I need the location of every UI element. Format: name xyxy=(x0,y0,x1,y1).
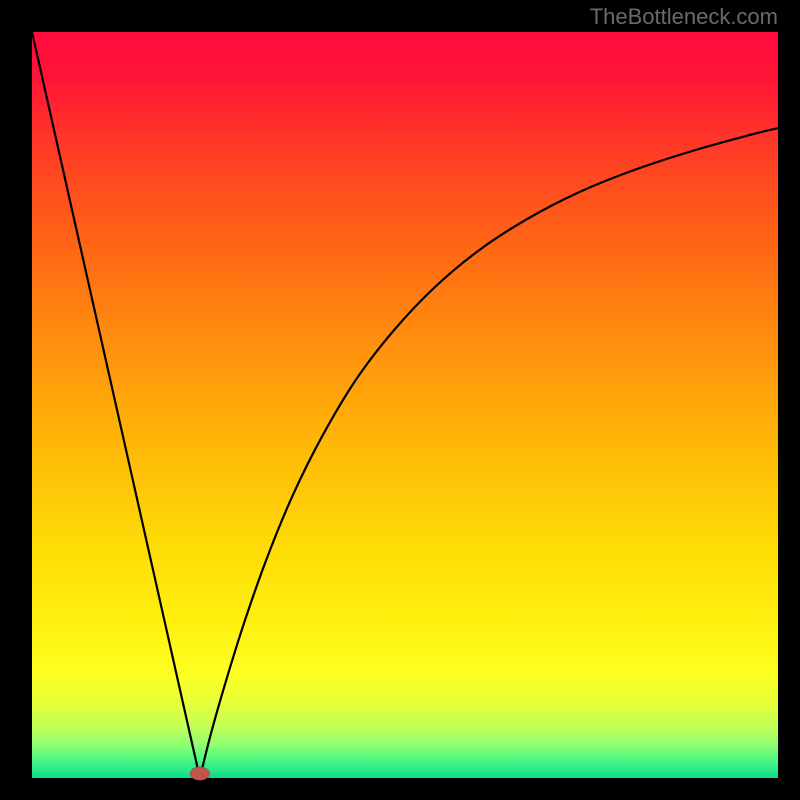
bottleneck-curve-chart xyxy=(0,0,800,800)
left-descent-line xyxy=(32,32,200,778)
watermark-text: TheBottleneck.com xyxy=(590,4,778,30)
right-ascent-curve xyxy=(200,128,778,778)
chart-container: TheBottleneck.com xyxy=(0,0,800,800)
optimum-marker xyxy=(190,767,209,780)
